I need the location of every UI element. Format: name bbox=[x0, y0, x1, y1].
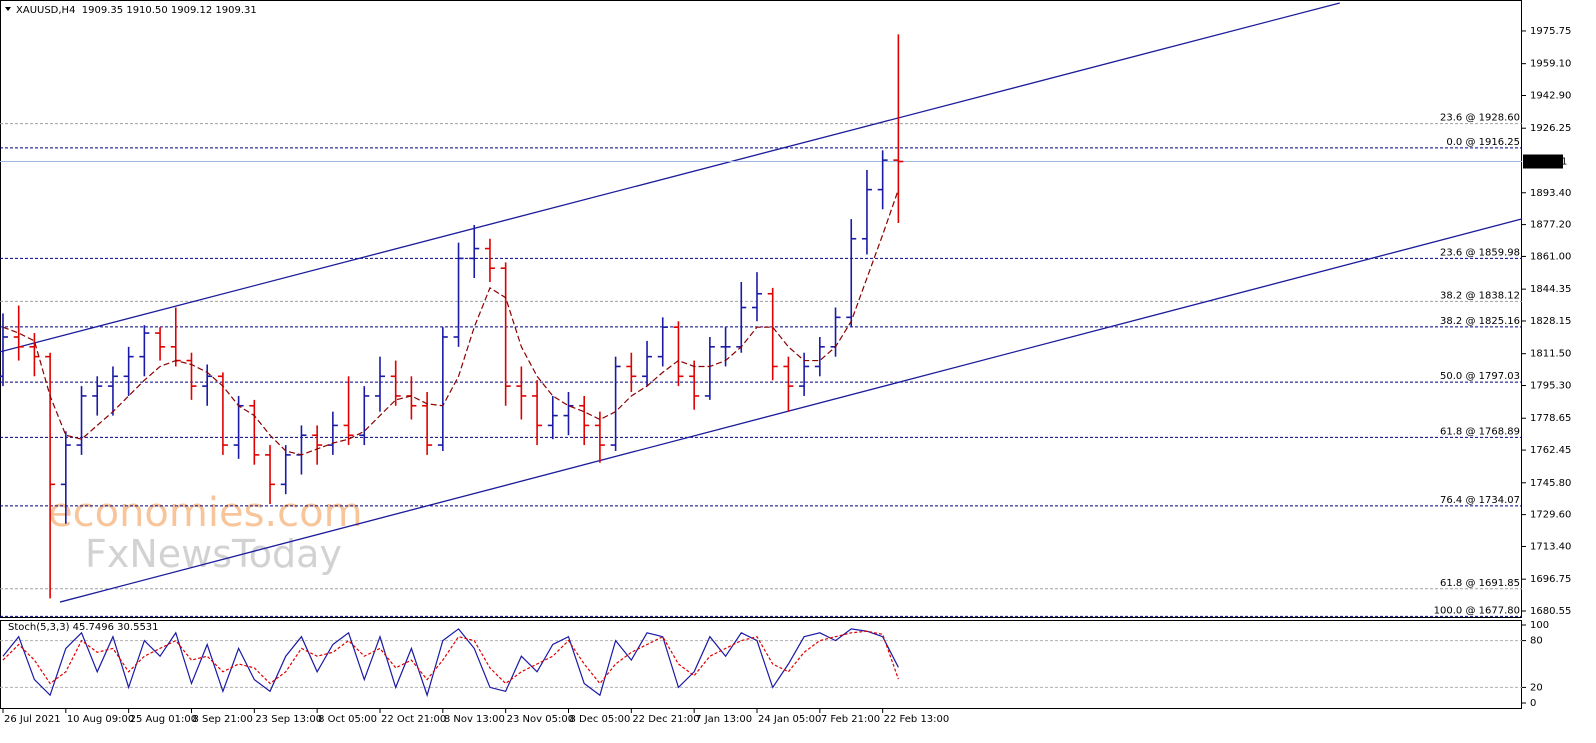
x-tick-label: 8 Sep 21:00 bbox=[192, 714, 252, 725]
fib-level-label: 50.0 @ 1797.03 bbox=[1440, 371, 1520, 382]
y-tick-label: 1729.60 bbox=[1530, 510, 1571, 521]
chart-title: XAUUSD,H4 1909.35 1910.50 1909.12 1909.3… bbox=[16, 5, 257, 16]
x-tick-label: 8 Oct 05:00 bbox=[318, 714, 377, 725]
moving-average bbox=[2, 189, 899, 456]
x-tick-label: 24 Jan 05:00 bbox=[758, 714, 821, 725]
y-tick-label: 1942.90 bbox=[1530, 90, 1571, 101]
main-frame bbox=[0, 0, 1522, 618]
stoch-tick-label: 100 bbox=[1530, 620, 1549, 631]
y-tick-label: 1778.65 bbox=[1530, 413, 1571, 424]
x-tick-label: 23 Nov 05:00 bbox=[507, 714, 574, 725]
fib-level-label: 23.6 @ 1859.98 bbox=[1440, 247, 1520, 258]
fib-level-label: 100.0 @ 1677.80 bbox=[1434, 605, 1520, 616]
y-tick-label: 1762.45 bbox=[1530, 445, 1571, 456]
stoch-tick-label: 20 bbox=[1530, 682, 1543, 693]
x-tick-label: 25 Aug 01:00 bbox=[130, 714, 197, 725]
stoch-tick-label: 0 bbox=[1530, 698, 1536, 709]
y-tick-label: 1745.80 bbox=[1530, 478, 1571, 489]
y-tick-label: 1795.30 bbox=[1530, 381, 1571, 392]
last-price-label: 1909.31 bbox=[1526, 157, 1567, 168]
x-tick-label: 22 Oct 21:00 bbox=[381, 714, 446, 725]
fib-level-label: 38.2 @ 1825.16 bbox=[1440, 316, 1520, 327]
x-tick-label: 23 Sep 13:00 bbox=[255, 714, 322, 725]
title-arrow bbox=[5, 7, 11, 11]
x-tick-label: 22 Feb 13:00 bbox=[884, 714, 950, 725]
stoch-tick-label: 80 bbox=[1530, 636, 1543, 647]
y-tick-label: 1844.35 bbox=[1530, 284, 1571, 295]
y-tick-label: 1861.00 bbox=[1530, 251, 1571, 262]
stoch-line bbox=[2, 628, 899, 698]
y-tick-label: 1975.75 bbox=[1530, 26, 1571, 37]
x-tick-label: 7 Jan 13:00 bbox=[695, 714, 752, 725]
x-tick-label: 8 Dec 05:00 bbox=[569, 714, 630, 725]
last-price-box bbox=[1523, 154, 1563, 169]
fib-level-label: 23.6 @ 1928.60 bbox=[1440, 113, 1520, 124]
fib-level-label: 61.8 @ 1768.89 bbox=[1440, 426, 1520, 437]
x-tick-label: 26 Jul 2021 bbox=[4, 714, 61, 725]
y-tick-label: 1811.50 bbox=[1530, 349, 1571, 360]
y-tick-label: 1926.25 bbox=[1530, 123, 1571, 134]
fib-level-label: 76.4 @ 1734.07 bbox=[1440, 495, 1520, 506]
stoch-frame bbox=[0, 620, 1522, 709]
fib-level-label: 61.8 @ 1691.85 bbox=[1440, 578, 1520, 589]
channel-line bbox=[0, 2, 1340, 353]
y-tick-label: 1893.40 bbox=[1530, 188, 1571, 199]
y-tick-label: 1696.75 bbox=[1530, 574, 1571, 585]
x-tick-label: 7 Feb 21:00 bbox=[821, 714, 880, 725]
stoch-line bbox=[2, 630, 899, 685]
fib-level-label: 0.0 @ 1916.25 bbox=[1446, 137, 1520, 148]
y-tick-label: 1680.55 bbox=[1530, 606, 1571, 617]
watermark: economies.com bbox=[48, 490, 363, 536]
x-tick-label: 22 Dec 21:00 bbox=[632, 714, 699, 725]
stoch-label: Stoch(5,3,3) 45.7496 30.5531 bbox=[8, 622, 159, 633]
y-tick-label: 1877.20 bbox=[1530, 220, 1571, 231]
y-tick-label: 1959.10 bbox=[1530, 59, 1571, 70]
y-tick-label: 1828.15 bbox=[1530, 316, 1571, 327]
fib-level-label: 38.2 @ 1838.12 bbox=[1440, 290, 1520, 301]
channel-line bbox=[59, 218, 1523, 603]
x-tick-label: 10 Aug 09:00 bbox=[67, 714, 134, 725]
x-tick-label: 8 Nov 13:00 bbox=[444, 714, 505, 725]
y-tick-label: 1713.40 bbox=[1530, 541, 1571, 552]
